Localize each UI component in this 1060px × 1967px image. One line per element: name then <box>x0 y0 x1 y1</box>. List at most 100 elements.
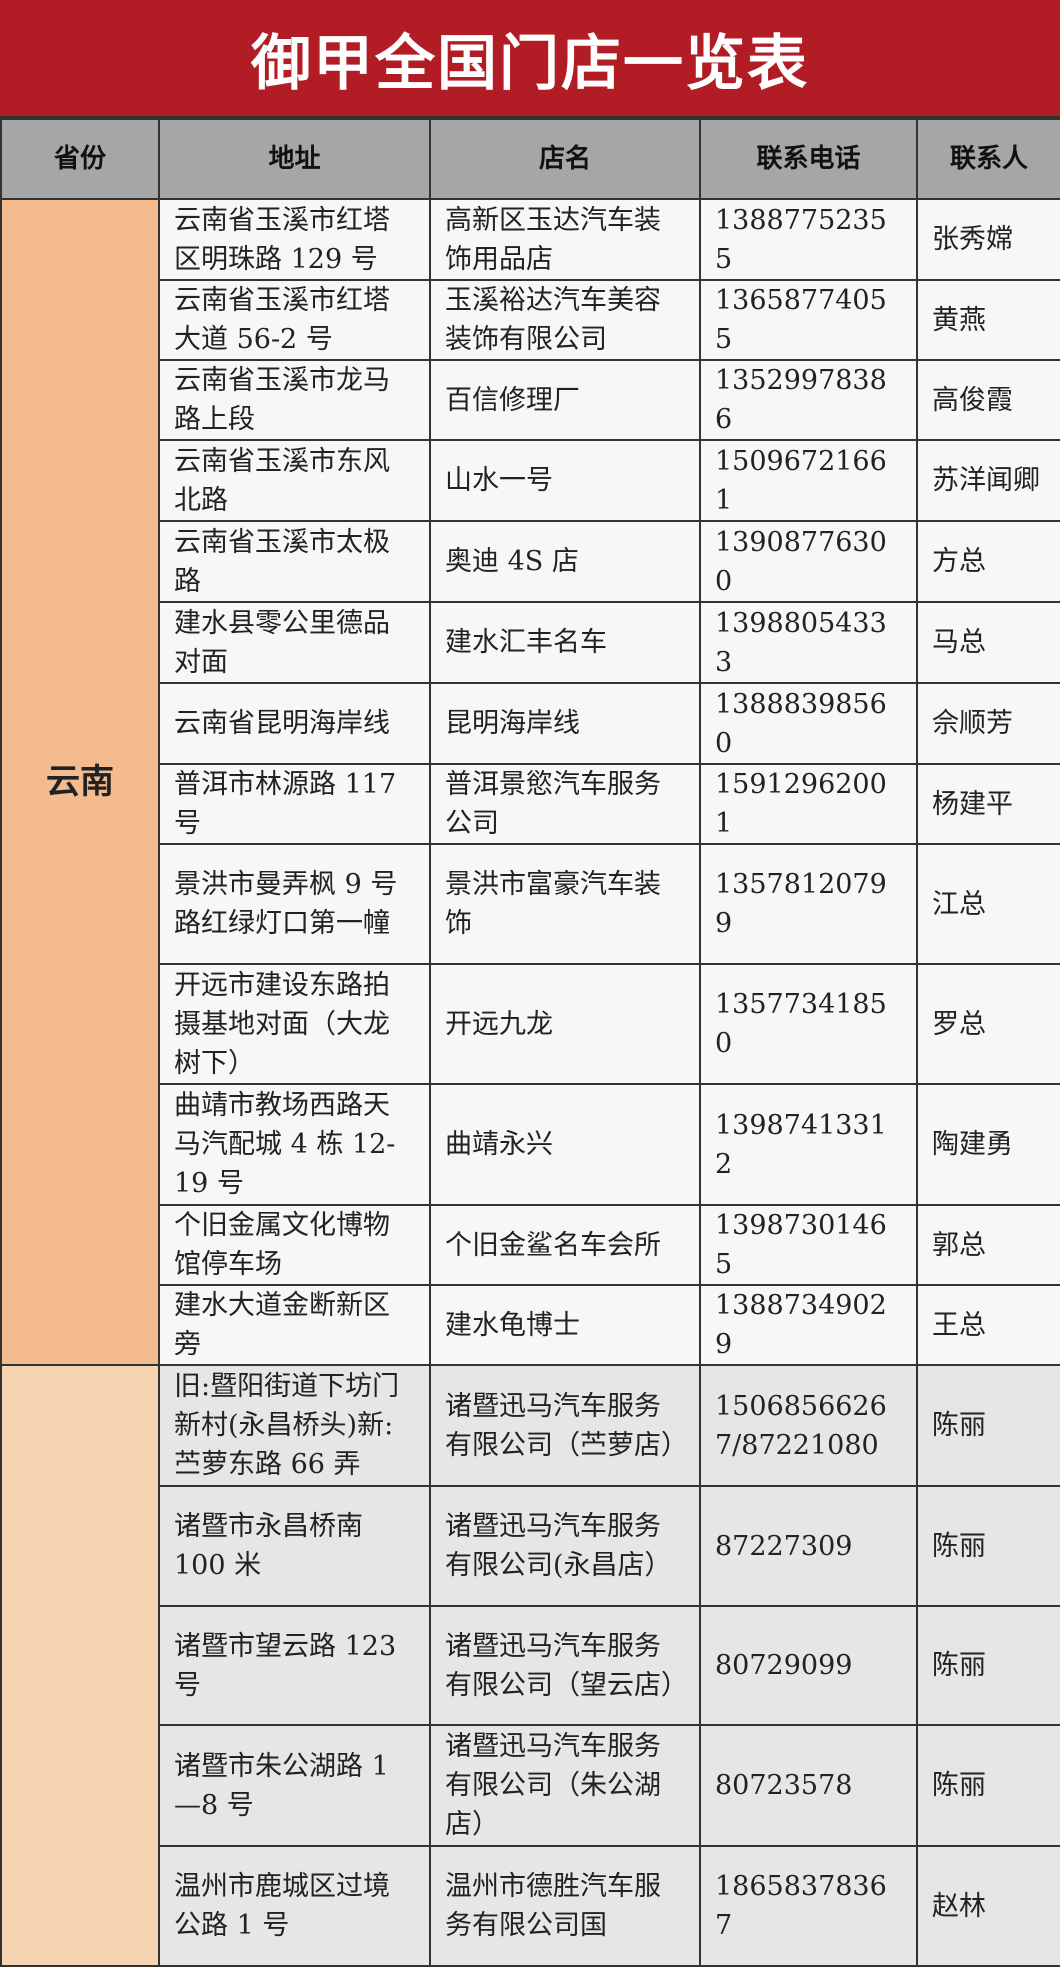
phone-cell: 13578120799 <box>699 843 918 965</box>
table-row: 开远市建设东路拍摄基地对面（大龙树下） 开远九龙 13577341850 罗总 <box>1 963 1060 1085</box>
contact-cell: 江总 <box>916 843 1060 965</box>
header-address: 地址 <box>158 118 431 200</box>
store-cell: 建水龟博士 <box>429 1284 701 1366</box>
address-cell: 诸暨市朱公湖路 1—8 号 <box>158 1724 431 1847</box>
contact-cell: 杨建平 <box>916 763 1060 845</box>
table-row: 云南省玉溪市龙马路上段 百信修理厂 13529978386 高俊霞 <box>1 359 1060 441</box>
table-row: 诸暨市朱公湖路 1—8 号诸暨迅马汽车服务有限公司（朱公湖店） 80723578 陈… <box>1 1724 1060 1847</box>
phone-cell: 18658378367 <box>699 1845 918 1967</box>
contact-cell: 陈丽 <box>916 1485 1060 1607</box>
store-cell: 玉溪裕达汽车美容装饰有限公司 <box>429 279 701 361</box>
store-cell: 诸暨迅马汽车服务有限公司（望云店） <box>429 1605 701 1726</box>
table-row: 普洱市林源路 117 号普洱景慾汽车服务公司 15912962001 杨建平 <box>1 763 1060 845</box>
address-cell: 个旧金属文化博物馆停车场 <box>158 1204 431 1286</box>
table-row: 曲靖市教场西路天马汽配城 4 栋 12-19 号曲靖永兴 13987413312 陶… <box>1 1083 1060 1206</box>
address-cell: 温州市鹿城区过境公路 1 号 <box>158 1845 431 1967</box>
phone-cell: 13987413312 <box>699 1083 918 1206</box>
header-province: 省份 <box>0 118 160 200</box>
header-row: 省份 地址 店名 联系电话 联系人 <box>0 118 1060 200</box>
address-cell: 云南省玉溪市红塔大道 56-2 号 <box>158 279 431 361</box>
address-cell: 建水县零公里德品对面 <box>158 601 431 684</box>
table-row: 旧:暨阳街道下坊门新村(永昌桥头)新:苎萝东路 66 弄诸暨迅马汽车服务有限公司… <box>0 1364 1060 1967</box>
store-cell: 开远九龙 <box>429 963 701 1085</box>
address-cell: 旧:暨阳街道下坊门新村(永昌桥头)新:苎萝东路 66 弄 <box>158 1364 431 1487</box>
phone-cell: 13577341850 <box>699 963 918 1085</box>
contact-cell: 马总 <box>916 601 1060 684</box>
store-cell: 曲靖永兴 <box>429 1083 701 1206</box>
contact-cell: 赵林 <box>916 1845 1060 1967</box>
table-row: 诸暨市望云路 123 号诸暨迅马汽车服务有限公司（望云店） 80729099 陈丽 <box>1 1605 1060 1726</box>
province-cell <box>0 1364 160 1967</box>
store-cell: 山水一号 <box>429 439 701 522</box>
phone-cell: 80729099 <box>699 1605 918 1726</box>
contact-cell: 高俊霞 <box>916 359 1060 441</box>
table-row: 云南省昆明海岸线 昆明海岸线 13888398560 佘顺芳 <box>1 682 1060 765</box>
address-cell: 建水大道金断新区旁 <box>158 1284 431 1366</box>
phone-cell: 13529978386 <box>699 359 918 441</box>
contact-cell: 佘顺芳 <box>916 682 1060 765</box>
store-cell: 诸暨迅马汽车服务有限公司（朱公湖店） <box>429 1724 701 1847</box>
store-cell: 建水汇丰名车 <box>429 601 701 684</box>
contact-cell: 陈丽 <box>916 1724 1060 1847</box>
store-cell: 奥迪 4S 店 <box>429 520 701 603</box>
phone-cell: 13887349029 <box>699 1284 918 1366</box>
store-cell: 景洪市富豪汽车装饰 <box>429 843 701 965</box>
phone-cell: 15912962001 <box>699 763 918 845</box>
phone-cell: 13988054333 <box>699 601 918 684</box>
store-cell: 普洱景慾汽车服务公司 <box>429 763 701 845</box>
address-cell: 云南省玉溪市太极路 <box>158 520 431 603</box>
phone-cell: 13987301465 <box>699 1204 918 1286</box>
table-row: 景洪市曼弄枫 9 号路红绿灯口第一幢 景洪市富豪汽车装饰 13578120799 江总 <box>1 843 1060 965</box>
contact-cell: 罗总 <box>916 963 1060 1085</box>
store-cell: 百信修理厂 <box>429 359 701 441</box>
contact-cell: 王总 <box>916 1284 1060 1366</box>
table-row: 建水大道金断新区旁 建水龟博士 13887349029 王总 <box>1 1284 1060 1366</box>
address-cell: 诸暨市望云路 123 号 <box>158 1605 431 1726</box>
table-row: 云南省玉溪市太极路 奥迪 4S 店 13908776300 方总 <box>1 520 1060 603</box>
address-cell: 云南省昆明海岸线 <box>158 682 431 765</box>
header-phone: 联系电话 <box>699 118 918 200</box>
phone-cell: 13658774055 <box>699 279 918 361</box>
phone-cell: 15096721661 <box>699 439 918 522</box>
table-row: 建水县零公里德品对面 建水汇丰名车 13988054333 马总 <box>1 601 1060 684</box>
contact-cell: 方总 <box>916 520 1060 603</box>
store-cell: 诸暨迅马汽车服务有限公司（苎萝店） <box>429 1364 701 1487</box>
header-store: 店名 <box>429 118 701 200</box>
contact-cell: 陈丽 <box>916 1364 1060 1487</box>
address-cell: 诸暨市永昌桥南 100 米 <box>158 1485 431 1607</box>
address-cell: 景洪市曼弄枫 9 号路红绿灯口第一幢 <box>158 843 431 965</box>
contact-cell: 张秀嫦 <box>916 198 1060 281</box>
contact-cell: 陈丽 <box>916 1605 1060 1726</box>
phone-cell: 13887752355 <box>699 198 918 281</box>
table-row: 个旧金属文化博物馆停车场 个旧金鲨名车会所 13987301465 郭总 <box>1 1204 1060 1286</box>
store-cell: 温州市德胜汽车服务有限公司国 <box>429 1845 701 1967</box>
table-row: 云南省玉溪市东风北路 山水一号 15096721661 苏洋闻卿 <box>1 439 1060 522</box>
store-cell: 诸暨迅马汽车服务有限公司(永昌店） <box>429 1485 701 1607</box>
phone-cell: 15068566267/87221080 <box>699 1364 918 1487</box>
store-cell: 高新区玉达汽车装饰用品店 <box>429 198 701 281</box>
phone-cell: 13888398560 <box>699 682 918 765</box>
phone-cell: 87227309 <box>699 1485 918 1607</box>
contact-cell: 陶建勇 <box>916 1083 1060 1206</box>
address-cell: 云南省玉溪市红塔区明珠路 129 号 <box>158 198 431 281</box>
table-row: 诸暨市永昌桥南 100 米诸暨迅马汽车服务有限公司(永昌店） 87227309 陈丽 <box>1 1485 1060 1607</box>
address-cell: 普洱市林源路 117 号 <box>158 763 431 845</box>
store-cell: 昆明海岸线 <box>429 682 701 765</box>
store-cell: 个旧金鲨名车会所 <box>429 1204 701 1286</box>
phone-cell: 13908776300 <box>699 520 918 603</box>
address-cell: 云南省玉溪市龙马路上段 <box>158 359 431 441</box>
contact-cell: 苏洋闻卿 <box>916 439 1060 522</box>
table-row: 温州市鹿城区过境公路 1 号温州市德胜汽车服务有限公司国 18658378367 赵… <box>1 1845 1060 1967</box>
header-contact: 联系人 <box>916 118 1060 200</box>
phone-cell: 80723578 <box>699 1724 918 1847</box>
address-cell: 开远市建设东路拍摄基地对面（大龙树下） <box>158 963 431 1085</box>
page-title: 御甲全国门店一览表 <box>0 0 1060 118</box>
contact-cell: 郭总 <box>916 1204 1060 1286</box>
store-table: 省份 地址 店名 联系电话 联系人 云南 云南省玉溪市红塔区明珠路 129 号高新… <box>0 118 1060 1967</box>
address-cell: 曲靖市教场西路天马汽配城 4 栋 12-19 号 <box>158 1083 431 1206</box>
province-cell: 云南 <box>0 198 160 1366</box>
table-row: 云南省玉溪市红塔大道 56-2 号玉溪裕达汽车美容装饰有限公司 136587740… <box>1 279 1060 361</box>
table-row: 云南 云南省玉溪市红塔区明珠路 129 号高新区玉达汽车装饰用品店 13887752… <box>0 198 1060 1366</box>
contact-cell: 黄燕 <box>916 279 1060 361</box>
address-cell: 云南省玉溪市东风北路 <box>158 439 431 522</box>
